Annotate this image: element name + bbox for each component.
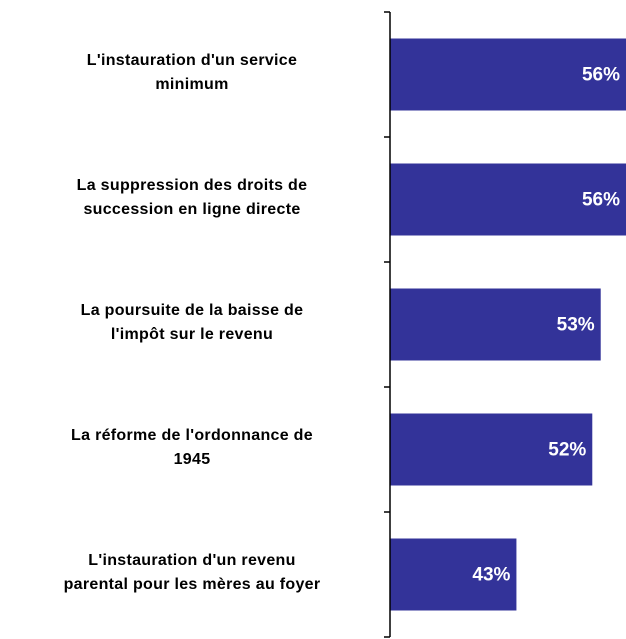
category-label: L'instauration d'un service minimum xyxy=(86,51,298,93)
bar xyxy=(390,288,601,361)
value-label: 43% xyxy=(472,565,510,586)
bar xyxy=(390,38,626,111)
bar xyxy=(390,163,626,236)
category-label: L'instauration d'un revenu parental pour… xyxy=(63,551,321,593)
value-label: 56% xyxy=(582,190,620,211)
category-label: La réforme de l'ordonnance de 1945 xyxy=(71,426,313,468)
bar xyxy=(390,413,593,486)
category-label: La suppression des droits de succession … xyxy=(76,176,308,218)
value-label: 53% xyxy=(557,315,595,336)
value-label: 52% xyxy=(548,440,586,461)
category-label: La poursuite de la baisse de l'impôt sur… xyxy=(80,301,304,343)
bar xyxy=(390,538,517,611)
value-label: 56% xyxy=(582,65,620,86)
